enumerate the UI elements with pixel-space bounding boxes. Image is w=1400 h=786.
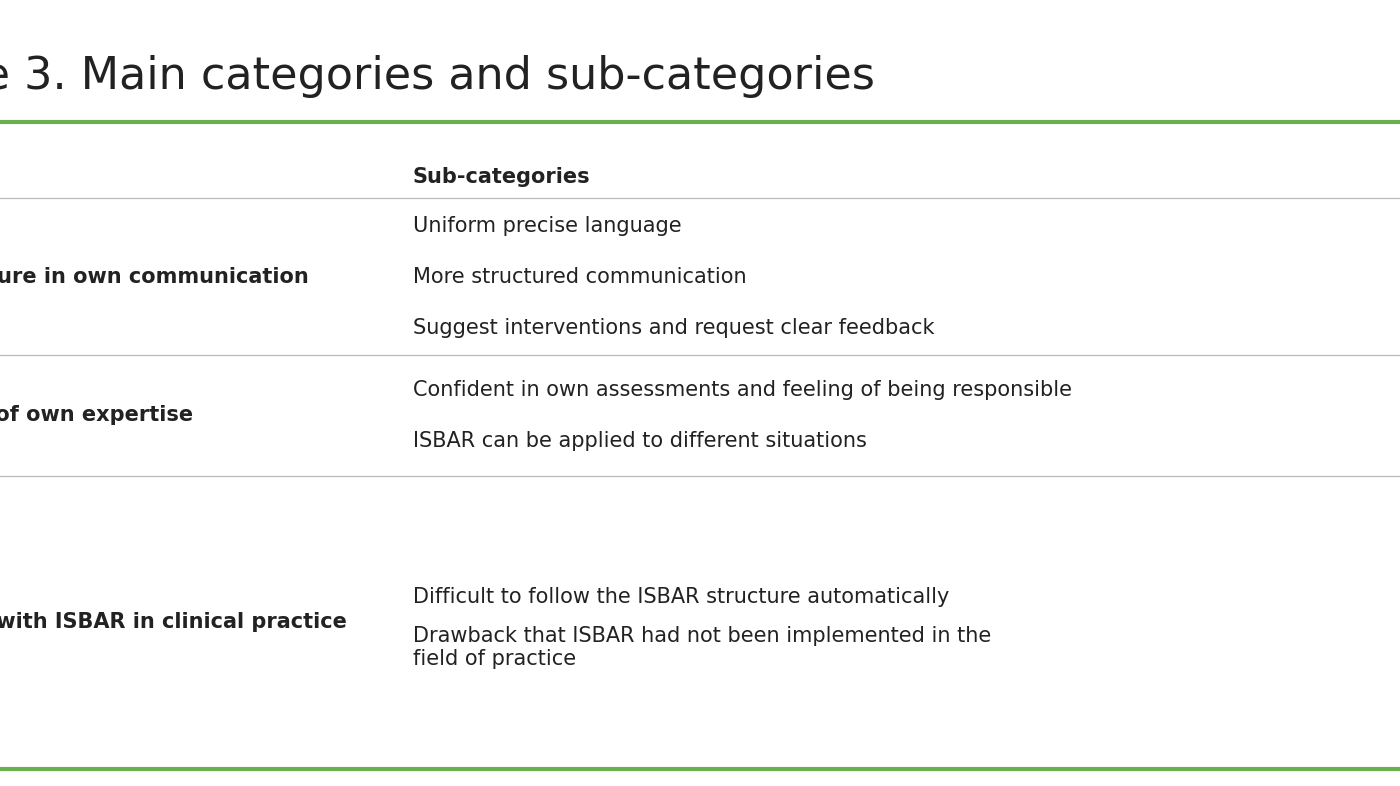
Text: Challenges with ISBAR in clinical practice: Challenges with ISBAR in clinical practi… xyxy=(0,612,347,632)
Text: More structured communication: More structured communication xyxy=(413,266,746,287)
Text: Uniform precise language: Uniform precise language xyxy=(413,215,682,236)
Text: Table 3. Main categories and sub-categories: Table 3. Main categories and sub-categor… xyxy=(0,55,875,98)
Text: Drawback that ISBAR had not been implemented in the
field of practice: Drawback that ISBAR had not been impleme… xyxy=(413,626,991,669)
Text: Confident in own assessments and feeling of being responsible: Confident in own assessments and feeling… xyxy=(413,380,1072,400)
Text: Difficult to follow the ISBAR structure automatically: Difficult to follow the ISBAR structure … xyxy=(413,586,949,607)
Text: Suggest interventions and request clear feedback: Suggest interventions and request clear … xyxy=(413,318,935,338)
Text: More structure in own communication: More structure in own communication xyxy=(0,266,309,287)
Text: Awareness of own expertise: Awareness of own expertise xyxy=(0,406,193,425)
Text: ISBAR can be applied to different situations: ISBAR can be applied to different situat… xyxy=(413,431,867,451)
Text: Sub-categories: Sub-categories xyxy=(413,167,591,187)
